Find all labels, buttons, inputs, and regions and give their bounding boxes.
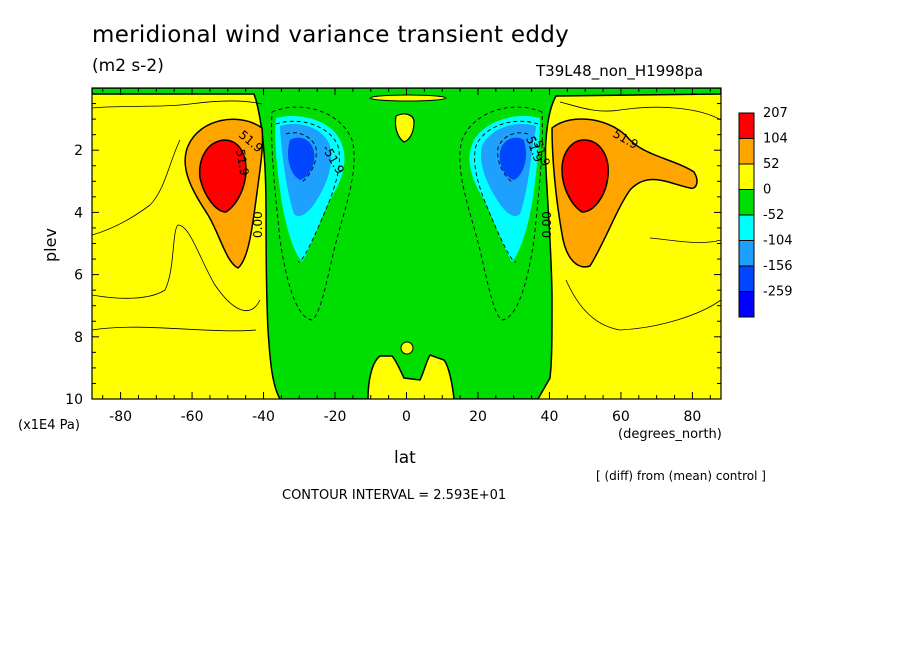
legend-label: 0 (763, 183, 771, 198)
color-legend: 207 104 52 0 -52 -104 -156 -259 (738, 106, 793, 318)
x-tick-label: 80 (683, 409, 701, 425)
y-axis-units: (x1E4 Pa) (18, 418, 80, 433)
legend-label: -156 (763, 259, 793, 274)
chart-title: meridional wind variance transient eddy (92, 22, 570, 48)
legend-label: -104 (763, 234, 793, 249)
run-name: T39L48_non_H1998pa (536, 62, 704, 80)
contour-label: 0.00 (540, 211, 554, 238)
plot-field (92, 88, 721, 399)
field-blue-north (499, 137, 526, 180)
field-red-north (561, 139, 609, 213)
y-tick-label: 10 (65, 392, 83, 408)
x-tick-label: -20 (324, 409, 347, 425)
field-green (92, 88, 721, 399)
x-tick-label: -80 (109, 409, 132, 425)
y-axis-label: plev (41, 228, 60, 262)
x-tick-label: 40 (541, 409, 559, 425)
x-tick-label: 60 (612, 409, 630, 425)
legend-swatch (738, 163, 755, 190)
y-tick-label: 2 (74, 143, 83, 159)
legend-label: -52 (763, 208, 784, 223)
x-tick-labels: -80 -60 -40 -20 0 20 40 60 80 (109, 409, 701, 425)
chart-units: (m2 s-2) (92, 56, 164, 76)
legend-swatch (738, 240, 755, 267)
x-axis-label: lat (394, 448, 416, 468)
y-tick-label: 6 (74, 268, 83, 284)
x-tick-label: 20 (469, 409, 487, 425)
contour-label: 0.00 (251, 211, 265, 238)
field-yellow-strip-top (369, 94, 447, 102)
contour-label: 51.9 (233, 148, 251, 177)
legend-label: 207 (763, 106, 788, 121)
diff-note: [ (diff) from (mean) control ] (596, 469, 766, 483)
field-yellow-island-top (394, 113, 415, 143)
legend-label: 52 (763, 157, 780, 172)
y-tick-label: 8 (74, 330, 83, 346)
y-tick-label: 4 (74, 205, 83, 221)
legend-swatch (738, 214, 755, 241)
x-tick-label: -60 (181, 409, 204, 425)
axis-ticks (92, 88, 721, 399)
x-tick-label: -40 (252, 409, 275, 425)
field-yellow-island-bottom (400, 341, 414, 355)
x-axis-units: (degrees_north) (618, 427, 722, 442)
contour-interval: CONTOUR INTERVAL = 2.593E+01 (282, 488, 507, 503)
legend-swatch (738, 112, 755, 139)
x-tick-label: 0 (402, 409, 411, 425)
legend-swatch (738, 291, 755, 318)
field-red-south (198, 139, 247, 213)
legend-label: -259 (763, 285, 793, 300)
legend-label: 104 (763, 132, 788, 147)
dashed-contours (271, 106, 543, 321)
legend-swatch (738, 189, 755, 216)
y-tick-labels: 2 4 6 8 10 (65, 143, 83, 408)
legend-swatch (738, 138, 755, 165)
field-blue-south (288, 137, 315, 180)
legend-swatch (738, 265, 755, 292)
thin-contours (92, 100, 721, 332)
